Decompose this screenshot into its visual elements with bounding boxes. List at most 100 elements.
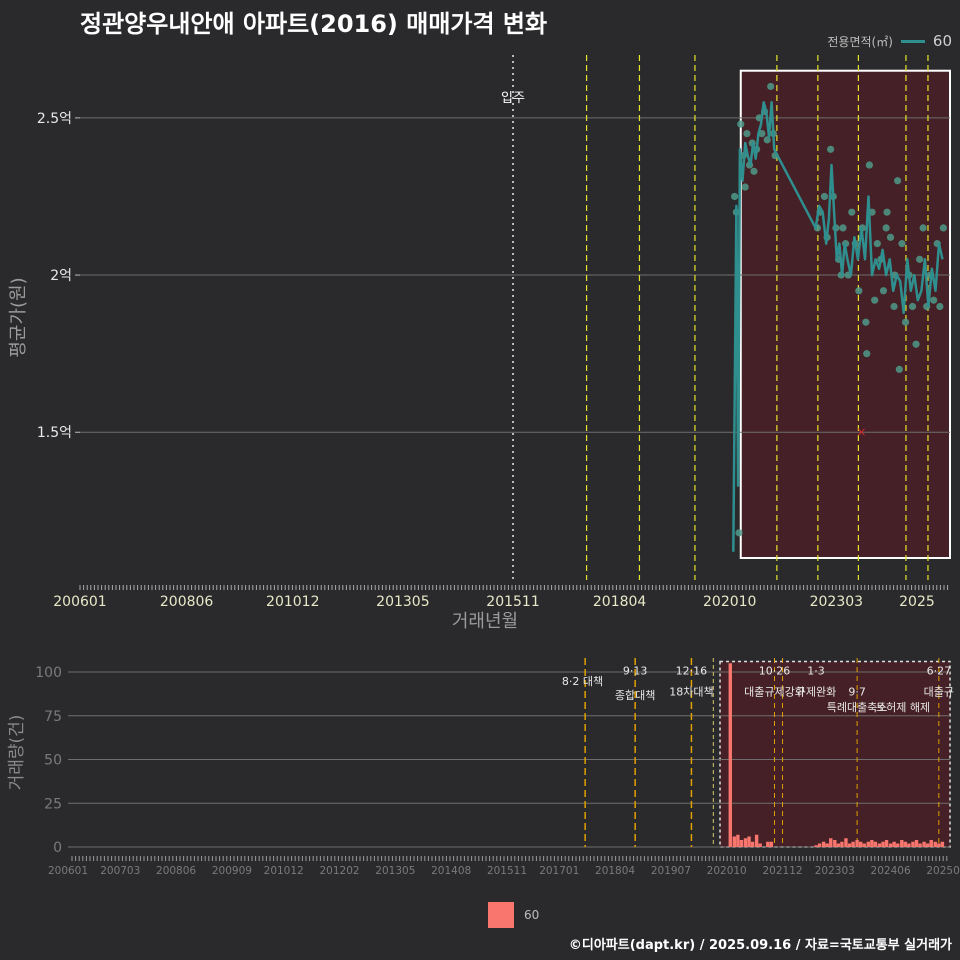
data-point xyxy=(848,208,856,216)
data-point xyxy=(767,82,775,91)
legend-swatch-icon xyxy=(488,902,514,928)
volume-bar xyxy=(903,841,908,847)
x-tick-label: 201012 xyxy=(264,865,304,877)
volume-bar xyxy=(862,843,866,847)
x-tick-label: 200601 xyxy=(48,865,88,877)
x-tick-label: 201804 xyxy=(593,594,647,610)
series-line-60 xyxy=(732,100,944,552)
volume-bar xyxy=(940,841,945,847)
y-tick-label: 1.5억 xyxy=(37,425,72,441)
y-tick-label: 2.5억 xyxy=(37,111,72,127)
data-point xyxy=(883,208,891,216)
data-point xyxy=(939,224,947,232)
volume-bar xyxy=(750,841,755,847)
data-point xyxy=(820,192,829,201)
volume-bar xyxy=(736,834,740,847)
data-point xyxy=(871,296,879,304)
policy-annotation: 토허제 해제 xyxy=(876,700,930,714)
volume-bar xyxy=(833,840,837,847)
data-point xyxy=(855,287,863,295)
policy-annotation: 9·13 xyxy=(623,664,648,677)
x-tick-label: 202010 xyxy=(703,594,756,610)
volume-bar xyxy=(922,841,926,847)
x-tick-label: 200806 xyxy=(160,594,214,610)
x-tick-label: 201511 xyxy=(486,594,539,610)
data-point xyxy=(735,529,743,537)
x-tick-label: 200909 xyxy=(212,865,252,877)
volume-bar xyxy=(866,841,870,847)
data-point xyxy=(863,350,871,358)
x-tick-label: 201701 xyxy=(539,865,579,877)
data-point xyxy=(890,302,898,311)
data-point xyxy=(930,296,938,304)
legend-title: 전용면적(㎡) xyxy=(827,34,893,49)
policy-annotation: 특례대출축소 xyxy=(827,701,888,714)
volume-bar xyxy=(836,843,841,847)
x-tick-label: 2025 xyxy=(899,594,935,610)
x-tick-label: 201511 xyxy=(487,865,527,877)
policy-annotation: 9·7 xyxy=(848,685,866,698)
x-tick-label: 202010 xyxy=(707,865,747,877)
data-point xyxy=(862,318,870,326)
data-point xyxy=(898,240,906,248)
x-tick-label: 200703 xyxy=(100,865,140,877)
y-tick-label: 0 xyxy=(53,840,62,856)
data-point xyxy=(912,340,920,348)
data-point xyxy=(879,287,888,295)
legend-bottom: 60 xyxy=(488,902,539,928)
x-minor-ticks xyxy=(79,585,949,590)
x-tick-label: 201305 xyxy=(375,865,415,877)
data-point xyxy=(737,120,745,128)
volume-bar xyxy=(855,840,859,847)
volume-bar xyxy=(884,840,889,847)
volume-bar xyxy=(817,843,822,847)
policy-annotation: 18차대책 xyxy=(669,685,713,698)
outlier-marker: × xyxy=(856,425,866,439)
volume-bar xyxy=(743,838,748,847)
source-caption: ©디아파트(dapt.kr) / 2025.09.16 / 자료=국토교통부 실… xyxy=(568,938,952,953)
volume-bar xyxy=(747,836,751,847)
volume-bar xyxy=(870,840,874,847)
x-tick-label: 201804 xyxy=(595,865,635,877)
volume-bar xyxy=(851,841,855,847)
highlight-box xyxy=(739,69,952,559)
volume-bar xyxy=(925,843,930,847)
volume-bar xyxy=(728,663,732,847)
x-tick-label: 201305 xyxy=(376,594,429,610)
x-minor-ticks xyxy=(71,856,948,861)
data-point xyxy=(919,224,927,232)
policy-annotation: 대출규 xyxy=(924,685,954,698)
data-point xyxy=(936,302,944,311)
x-tick-label: 200806 xyxy=(156,865,196,877)
volume-bar xyxy=(929,840,933,847)
x-tick-label: 202509 xyxy=(926,865,960,877)
data-point xyxy=(743,129,751,138)
volume-bar xyxy=(918,843,922,847)
policy-annotation: 12·16 xyxy=(676,664,708,677)
move-in-label: 입주 xyxy=(501,91,525,106)
data-point xyxy=(873,240,881,248)
volume-bar xyxy=(847,843,852,847)
data-point xyxy=(827,145,835,153)
data-point xyxy=(750,167,758,175)
legend-line-icon xyxy=(900,39,925,43)
y-tick-label: 50 xyxy=(44,753,62,769)
volume-bar xyxy=(821,841,826,847)
x-tick-label: 202303 xyxy=(810,594,863,610)
x-tick-label: 201012 xyxy=(266,594,319,610)
volume-bar xyxy=(825,843,829,847)
policy-annotation: 6·27 xyxy=(927,664,952,677)
volume-bar xyxy=(911,841,915,847)
volume-bar xyxy=(844,838,848,847)
data-point xyxy=(839,224,847,232)
policy-annotation: 대출규제강화 xyxy=(744,685,805,698)
volume-bar xyxy=(937,843,941,847)
volume-bar xyxy=(896,843,900,847)
x-tick-label: 202303 xyxy=(815,865,855,877)
data-point xyxy=(901,318,910,326)
volume-bar xyxy=(840,841,844,847)
policy-annotation: 규제완화 xyxy=(796,685,836,698)
volume-bar xyxy=(754,834,759,847)
y-tick-label: 2억 xyxy=(50,268,72,284)
x-tick-label: 202112 xyxy=(762,865,802,877)
